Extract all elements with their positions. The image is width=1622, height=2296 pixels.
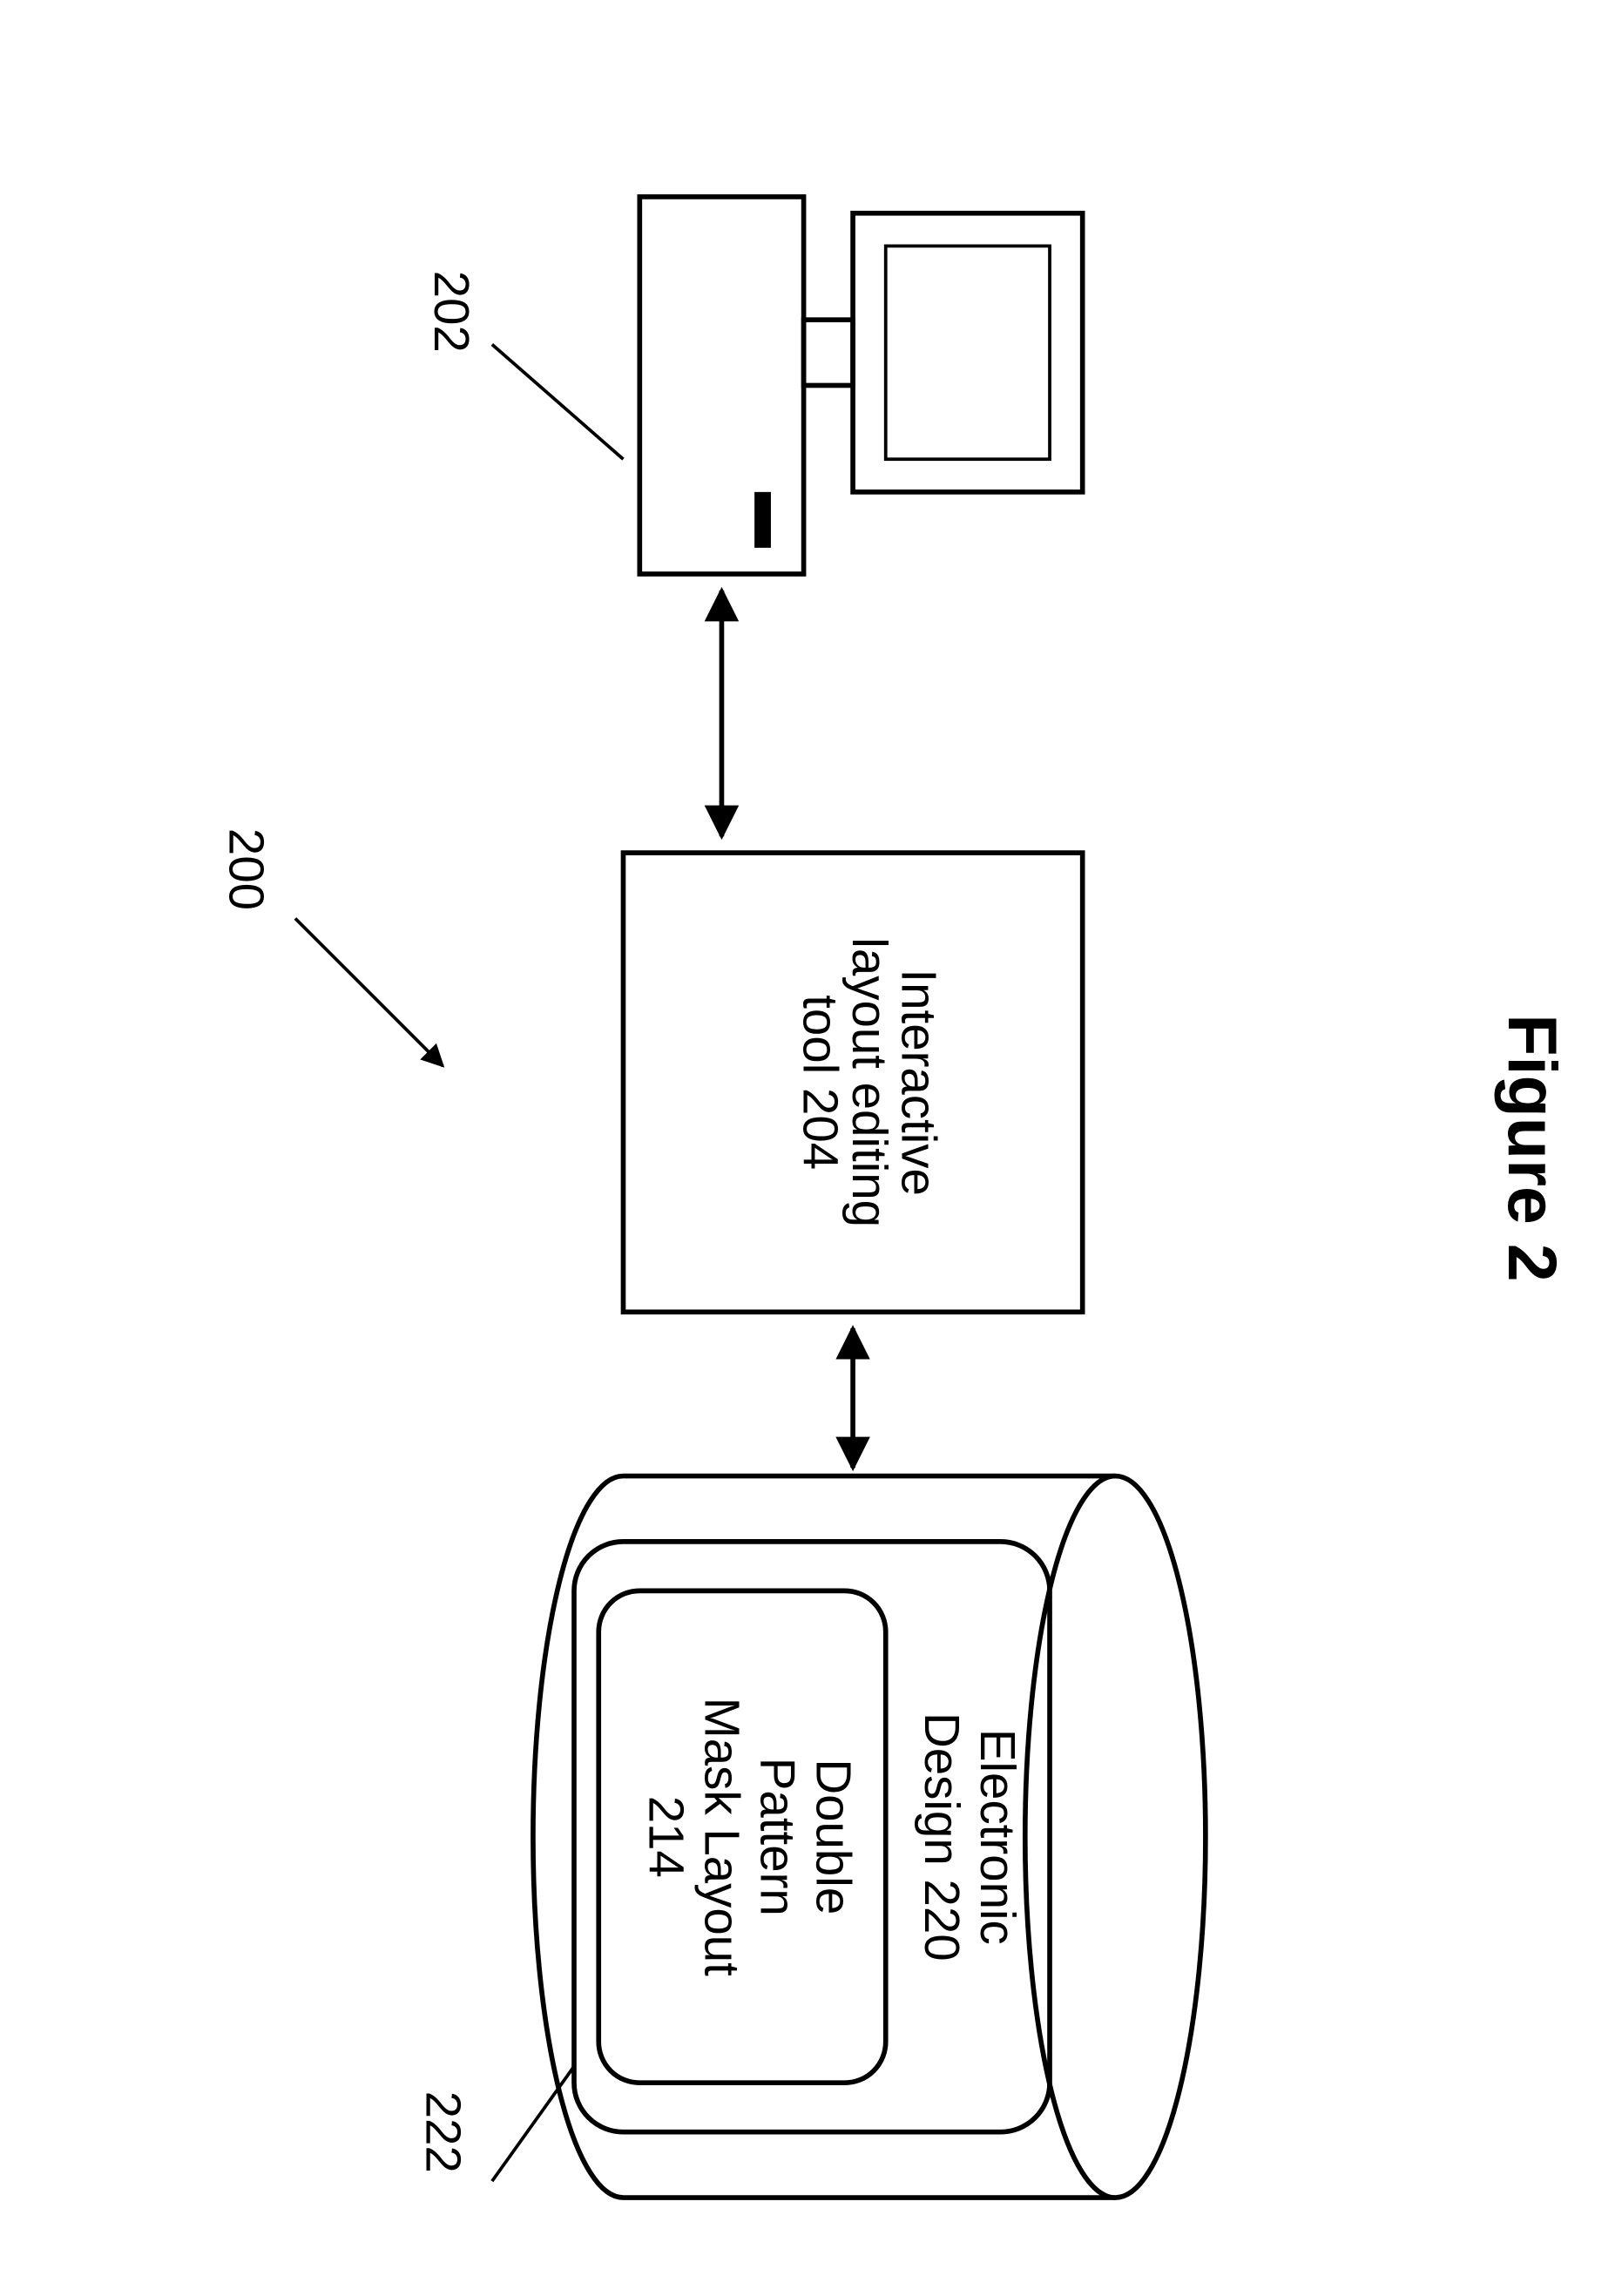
tool-box-line2: layout editing (842, 937, 897, 1227)
callout-line-202 (492, 344, 624, 459)
mask-box-line1: Double (807, 1759, 862, 1914)
mask-box: Double Pattern Mask Layout 214 (598, 1590, 886, 2083)
tool-box: Interactive layout editing tool 204 (623, 853, 1082, 1312)
callout-line-200 (295, 918, 443, 1065)
terminal-icon (639, 197, 1082, 574)
figure-title: Figure 2 (1494, 1014, 1571, 1282)
mask-box-line4: 214 (639, 1796, 694, 1878)
mask-box-line3: Mask Layout (695, 1698, 750, 1976)
design-box-line1: Electronic (970, 1729, 1025, 1945)
callout-line-222 (492, 2066, 574, 2181)
design-box-line2: Design 220 (915, 1712, 970, 1962)
tool-box-line3: tool 204 (794, 995, 848, 1170)
tool-box-line1: Interactive (892, 969, 947, 1196)
mask-box-line2: Pattern (751, 1758, 806, 1916)
ref-200: 200 (220, 828, 274, 910)
database-cylinder-icon (533, 1476, 1206, 2198)
ref-222: 222 (416, 2091, 471, 2173)
ref-202: 202 (424, 271, 479, 353)
